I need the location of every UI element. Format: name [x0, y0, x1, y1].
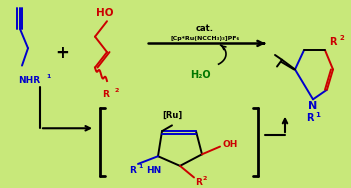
Text: +: + — [55, 44, 69, 62]
Text: 2: 2 — [115, 88, 119, 93]
Text: N: N — [309, 101, 318, 111]
Text: 1: 1 — [316, 112, 320, 118]
Text: cat.: cat. — [196, 24, 214, 33]
Text: HO: HO — [96, 8, 114, 18]
Text: 1: 1 — [139, 164, 143, 169]
Text: H₂O: H₂O — [190, 70, 210, 80]
Text: HN: HN — [146, 166, 161, 175]
Text: 1: 1 — [46, 74, 51, 79]
Text: 2: 2 — [203, 177, 207, 181]
Text: [Ru]: [Ru] — [162, 111, 182, 120]
Text: R: R — [102, 90, 109, 99]
Text: 2: 2 — [340, 35, 344, 41]
Text: R: R — [306, 113, 314, 123]
Text: [Cp*Ru(NCCH₃)₃]PF₆: [Cp*Ru(NCCH₃)₃]PF₆ — [170, 36, 240, 41]
Text: NHR: NHR — [18, 76, 40, 85]
Text: OH: OH — [223, 140, 238, 149]
Text: R: R — [129, 166, 136, 175]
Text: R: R — [195, 178, 202, 187]
Text: R: R — [329, 37, 337, 47]
